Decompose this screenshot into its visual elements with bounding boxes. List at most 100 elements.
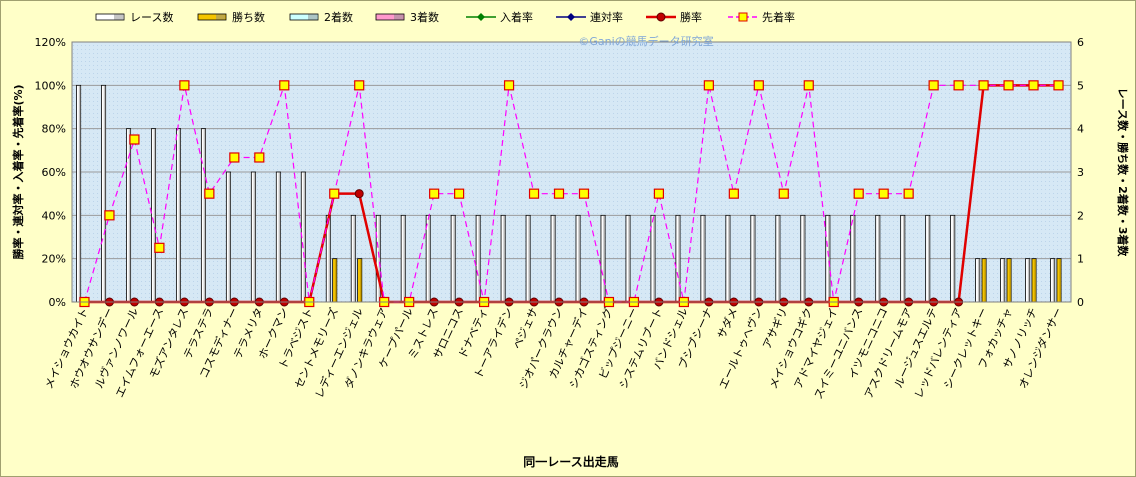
legend-label: 3着数 <box>410 10 439 24</box>
bar <box>1000 258 1006 303</box>
bar <box>675 214 681 303</box>
legend: レース数 勝ち数 2着数 3着数 入着率 連対率 勝率 先着率 <box>95 10 795 24</box>
y-left-tick-label: 0% <box>49 296 66 309</box>
y-left-tick-label: 100% <box>35 79 66 92</box>
bar <box>725 214 731 303</box>
ahead-rate-point <box>578 188 590 199</box>
ahead-rate-point <box>928 80 939 91</box>
legend-label: 先着率 <box>762 10 795 24</box>
bar <box>950 214 956 303</box>
bar <box>175 128 181 303</box>
legend-label: 勝率 <box>680 10 702 24</box>
y-left-tick-label: 20% <box>42 253 66 266</box>
bar <box>875 214 881 303</box>
ahead-rate-point <box>953 80 964 91</box>
bar <box>500 214 506 303</box>
ahead-rate-point <box>978 80 989 91</box>
y-right-tick-label: 4 <box>1077 123 1084 136</box>
series-line <box>83 84 1059 303</box>
bar <box>375 214 381 303</box>
bar <box>200 128 206 303</box>
legend-item-show-rate: 入着率 <box>466 10 533 24</box>
legend-label: レース数 <box>130 11 173 24</box>
bar <box>332 258 338 303</box>
ahead-rate-point <box>454 188 465 199</box>
ahead-rate-point <box>179 80 190 91</box>
bar <box>450 214 456 303</box>
ahead-rate-point <box>104 210 115 221</box>
ahead-rate-point <box>853 188 864 199</box>
ahead-rate-point <box>803 80 814 91</box>
legend-label: 入着率 <box>500 10 533 24</box>
bar <box>1025 258 1031 303</box>
bar <box>925 214 931 303</box>
legend-label: 2着数 <box>324 10 353 24</box>
bar <box>350 214 356 303</box>
legend-item-ahead-rate: 先着率 <box>728 10 795 24</box>
y-left-tick-label: 80% <box>42 123 66 136</box>
watermark-text: ©Ganiの競馬データ研究室 <box>578 34 713 48</box>
bar <box>750 214 756 303</box>
legend-item-third: 3着数 <box>375 10 439 24</box>
win-rate-point <box>354 189 364 199</box>
ahead-rate-point <box>528 188 540 199</box>
ahead-rate-point <box>728 188 739 199</box>
bar <box>650 214 656 303</box>
ahead-rate-point <box>553 188 565 199</box>
ahead-rate-point <box>254 152 265 163</box>
y-left-tick-label: 40% <box>42 209 66 222</box>
bar <box>1006 258 1012 303</box>
bar <box>400 214 406 303</box>
ahead-rate-point <box>1053 80 1064 91</box>
y-right-tick-label: 6 <box>1077 36 1084 49</box>
y-right-tick-label: 1 <box>1077 253 1084 266</box>
bar <box>475 214 481 303</box>
bar <box>101 84 107 303</box>
ahead-rate-point <box>279 80 290 91</box>
legend-item-win-rate: 勝率 <box>646 10 702 24</box>
y-right-tick-label: 2 <box>1077 209 1084 222</box>
legend-label: 勝ち数 <box>232 10 265 24</box>
bar <box>600 214 606 303</box>
bar <box>151 128 157 303</box>
y-axis-left-label: 勝率・連対率・入着率・先着率(%) <box>11 84 25 259</box>
bar <box>900 214 906 303</box>
plot-border <box>71 41 1072 303</box>
legend-item-wins: 勝ち数 <box>197 10 265 24</box>
ahead-rate-point <box>1028 80 1039 91</box>
y-right-tick-label: 0 <box>1077 296 1084 309</box>
bar <box>1031 258 1037 303</box>
ahead-rate-point <box>703 80 714 91</box>
bar <box>575 214 581 303</box>
bar <box>700 214 706 303</box>
ahead-rate-point <box>429 188 440 199</box>
ahead-rate-point <box>753 80 764 91</box>
y-right-tick-label: 5 <box>1077 79 1084 92</box>
ahead-rate-point <box>778 188 789 199</box>
bar <box>800 214 806 303</box>
bar <box>850 214 856 303</box>
y-axis-right-label: レース数・勝ち数・2着数・3着数 <box>1116 88 1130 258</box>
x-tick-label: サダメ <box>714 305 740 341</box>
ahead-rate-point <box>503 80 515 91</box>
ahead-rate-point <box>154 242 165 253</box>
bar <box>275 171 281 303</box>
bar <box>76 84 82 303</box>
ahead-rate-point <box>1003 80 1014 91</box>
bar <box>550 214 556 303</box>
bar <box>1056 258 1062 303</box>
bar <box>625 214 631 303</box>
ahead-rate-point <box>653 188 665 199</box>
bar <box>250 171 256 303</box>
bar <box>1050 258 1056 303</box>
legend-item-place-rate: 連対率 <box>556 10 623 24</box>
bar <box>225 171 231 303</box>
x-axis-label: 同一レース出走馬 <box>523 454 618 469</box>
ahead-rate-point <box>204 188 215 199</box>
legend-item-races: レース数 <box>95 11 173 24</box>
bar <box>825 214 831 303</box>
bar <box>775 214 781 303</box>
legend-item-second: 2着数 <box>289 10 353 24</box>
bar <box>981 258 987 303</box>
